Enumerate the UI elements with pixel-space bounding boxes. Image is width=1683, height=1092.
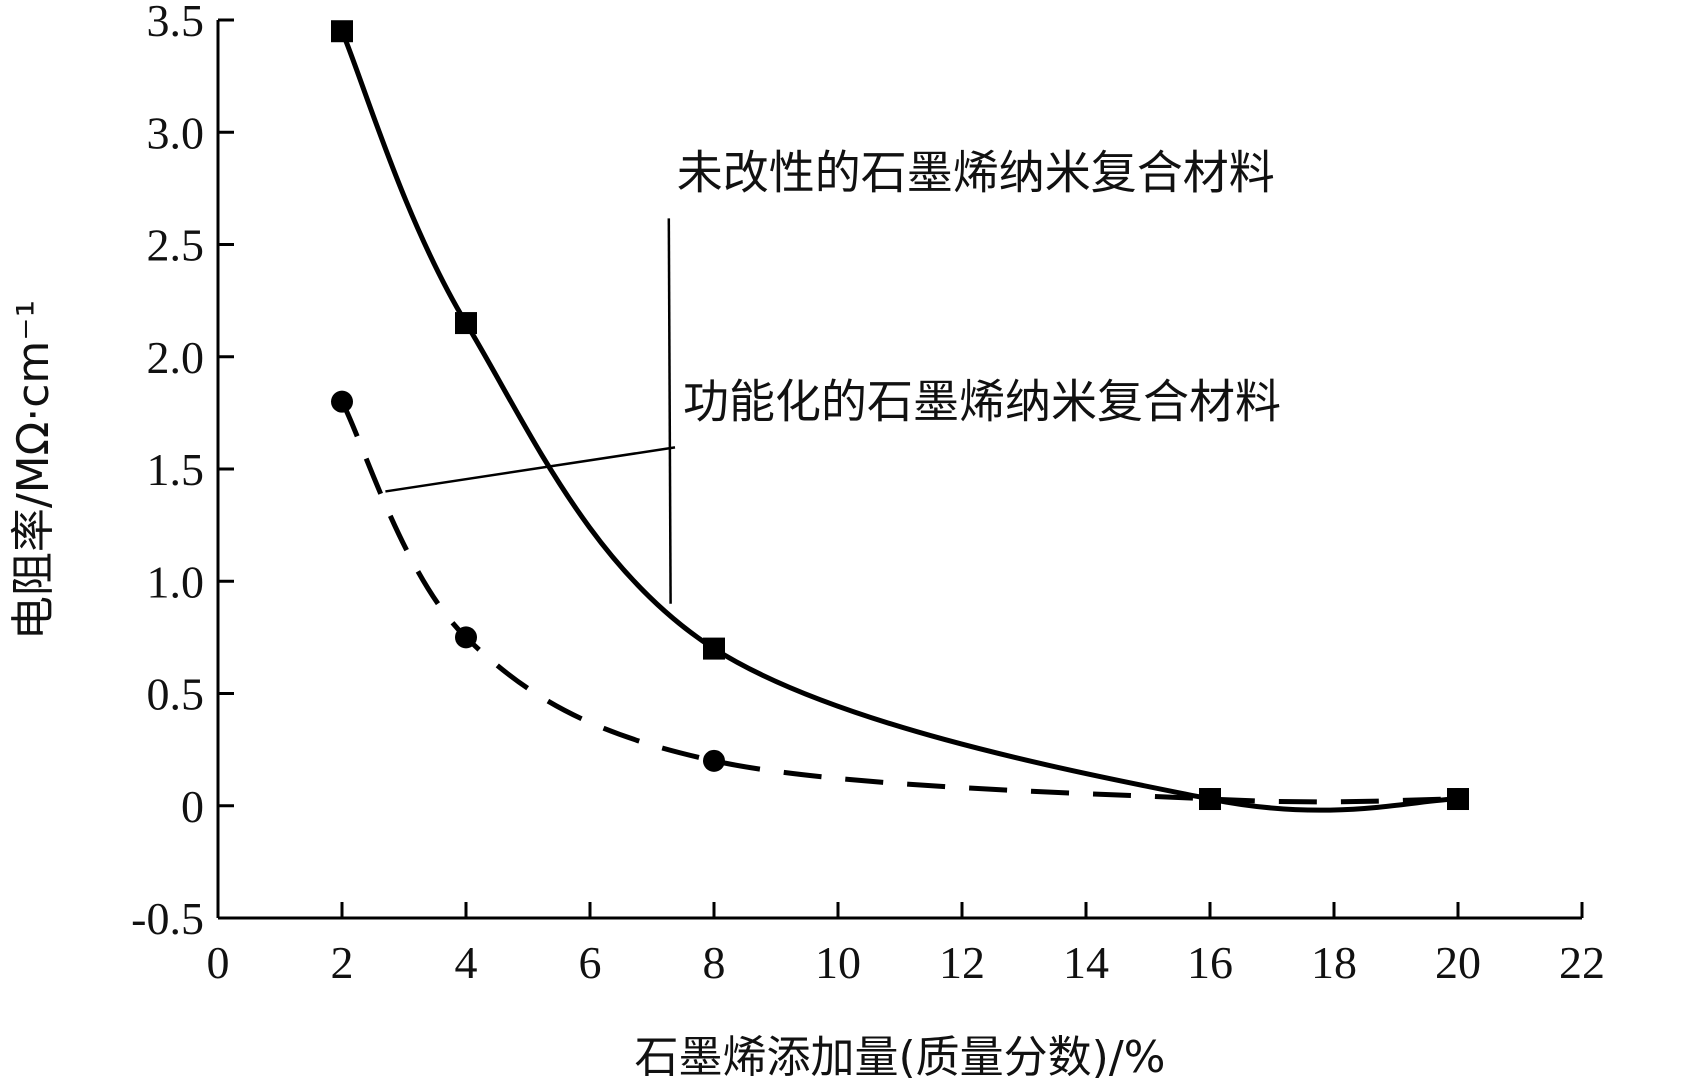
data-point-circle xyxy=(1447,788,1469,811)
data-point-circle xyxy=(331,390,353,413)
x-tick-label: 18 xyxy=(1311,937,1357,988)
x-tick-label: 0 xyxy=(207,937,230,988)
y-ticks: -0.5 0 0.5 1.0 1.5 2.0 2.5 3.0 3.5 xyxy=(131,0,234,944)
x-tick-label: 10 xyxy=(815,937,861,988)
annotation-label-1: 未改性的石墨烯纳米复合材料 xyxy=(677,145,1275,199)
x-tick-label: 2 xyxy=(331,937,354,988)
y-tick-label: -0.5 xyxy=(131,893,204,944)
x-axis-title: 石墨烯添加量(质量分数)/% xyxy=(635,1032,1166,1083)
x-ticks: 0 2 4 6 8 10 12 14 16 18 20 22 xyxy=(207,902,1605,988)
annotation-label-2: 功能化的石墨烯纳米复合材料 xyxy=(683,374,1281,428)
series-line-2 xyxy=(339,400,1459,805)
series-layer xyxy=(331,20,1469,813)
y-tick-label: 3.0 xyxy=(147,107,205,158)
x-tick-label: 16 xyxy=(1187,937,1233,988)
x-tick-label: 12 xyxy=(939,937,985,988)
x-tick-label: 8 xyxy=(703,937,726,988)
y-tick-label: 0 xyxy=(181,781,204,832)
data-point-circle xyxy=(455,626,477,649)
annotation-leader-2 xyxy=(385,446,676,493)
y-tick-label: 2.5 xyxy=(147,220,205,271)
annotation-leader-1 xyxy=(667,218,672,604)
y-axis-title: 电阻率/MΩ·cm⁻¹ xyxy=(8,300,59,640)
data-point-square xyxy=(455,312,477,335)
data-point-square xyxy=(331,20,353,43)
x-tick-label: 6 xyxy=(579,937,602,988)
x-tick-label: 22 xyxy=(1559,937,1605,988)
y-tick-label: 3.5 xyxy=(147,0,205,46)
y-tick-label: 0.5 xyxy=(147,669,205,720)
y-tick-label: 1.0 xyxy=(147,556,205,607)
y-tick-label: 2.0 xyxy=(147,332,205,383)
data-point-circle xyxy=(1199,788,1221,811)
y-tick-label: 1.5 xyxy=(147,444,205,495)
x-tick-label: 20 xyxy=(1435,937,1481,988)
x-tick-label: 4 xyxy=(455,937,478,988)
data-point-square xyxy=(703,637,725,660)
data-point-circle xyxy=(703,749,725,772)
x-tick-label: 14 xyxy=(1063,937,1109,988)
